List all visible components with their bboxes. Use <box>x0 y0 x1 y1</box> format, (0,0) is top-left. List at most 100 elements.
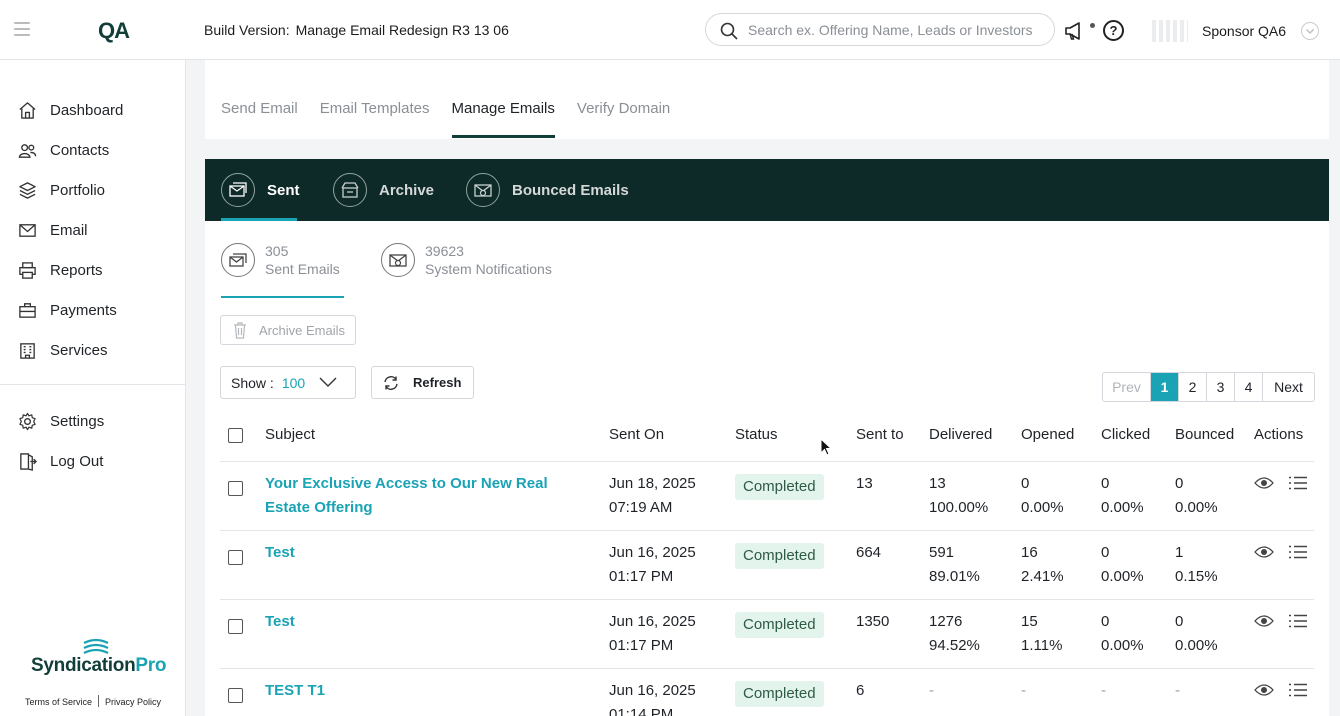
sidebar-item-settings[interactable]: Settings <box>0 401 186 441</box>
sidebar-item-label: Reports <box>50 261 103 279</box>
sent-on: Jun 16, 2025 01:17 PM <box>609 610 696 658</box>
details-list-icon[interactable] <box>1288 683 1308 697</box>
subtab-bounced-emails[interactable]: Bounced Emails <box>466 173 629 207</box>
column-header-bounced[interactable]: Bounced <box>1175 426 1235 443</box>
column-header-status[interactable]: Status <box>735 426 778 443</box>
refresh-button[interactable]: Refresh <box>371 366 474 399</box>
column-header-sent-on[interactable]: Sent On <box>609 426 665 443</box>
row-checkbox[interactable] <box>228 619 243 634</box>
search-input[interactable] <box>748 20 1043 40</box>
tab-send-email[interactable]: Send Email <box>221 100 298 117</box>
bounced-count: - <box>1175 682 1180 699</box>
building-icon <box>20 342 35 359</box>
select-all-checkbox[interactable] <box>228 428 243 443</box>
opened-percent: 1.11% <box>1021 637 1063 654</box>
delivered-count: 1276 <box>929 613 963 630</box>
tab-verify-domain[interactable]: Verify Domain <box>576 100 671 117</box>
build-version-label: Build Version: <box>204 22 290 38</box>
view-eye-icon[interactable] <box>1254 614 1274 628</box>
avatar[interactable] <box>1152 20 1188 42</box>
sidebar-item-portfolio[interactable]: Portfolio <box>0 170 186 210</box>
next-page-button[interactable]: Next <box>1262 373 1314 401</box>
row-checkbox[interactable] <box>228 688 243 703</box>
bounced-count: 0 <box>1175 613 1184 630</box>
email-subject-link[interactable]: Test <box>265 613 295 630</box>
sidebar-item-reports[interactable]: Reports <box>0 250 186 290</box>
subtab-label: Sent <box>267 181 300 199</box>
details-list-icon[interactable] <box>1288 545 1308 559</box>
help-icon[interactable]: ? <box>1103 20 1124 41</box>
column-header-clicked[interactable]: Clicked <box>1101 426 1151 443</box>
page-button-4[interactable]: 4 <box>1234 373 1262 401</box>
clicked-percent: 0.00% <box>1101 499 1144 516</box>
stat-sent-emails[interactable]: 305 Sent Emails <box>221 242 340 278</box>
sidebar-item-logout[interactable]: Log Out <box>0 441 186 481</box>
row-checkbox[interactable] <box>228 481 243 496</box>
top-bar: QA Build Version: Manage Email Redesign R… <box>0 0 1340 60</box>
stat-system-notifications[interactable]: 39623 System Notifications <box>381 242 552 278</box>
user-menu-chevron-icon[interactable] <box>1301 22 1319 40</box>
view-eye-icon[interactable] <box>1254 476 1274 490</box>
sent-date: Jun 16, 2025 <box>609 544 696 561</box>
tab-email-templates[interactable]: Email Templates <box>319 100 430 117</box>
build-version-value: Manage Email Redesign R3 13 06 <box>295 22 509 38</box>
gear-icon <box>19 412 36 430</box>
opened-percent: 2.41% <box>1021 568 1064 585</box>
sidebar-item-payments[interactable]: Payments <box>0 290 186 330</box>
sent-time: 07:19 AM <box>609 499 673 516</box>
sidebar-item-label: Dashboard <box>50 101 124 119</box>
email-tabs-panel <box>205 60 1329 139</box>
page-button-1[interactable]: 1 <box>1150 373 1178 401</box>
page-button-2[interactable]: 2 <box>1178 373 1206 401</box>
clicked-cell: 0 0.00% <box>1101 610 1144 658</box>
sidebar-item-services[interactable]: Services <box>0 330 186 370</box>
contacts-icon <box>18 143 37 158</box>
subtab-archive[interactable]: Archive <box>333 173 434 207</box>
app-logo[interactable]: QA <box>98 18 130 43</box>
sidebar-item-dashboard[interactable]: Dashboard <box>0 90 186 130</box>
page-size-select[interactable]: Show : 100 <box>220 366 356 399</box>
email-subject-link[interactable]: TEST T1 <box>265 682 326 699</box>
legal-links: Terms of Service Privacy Policy <box>25 695 161 707</box>
email-tabs: Send Email Email Templates Manage Emails… <box>221 100 692 138</box>
terms-link[interactable]: Terms of Service <box>25 697 93 707</box>
sidebar-item-contacts[interactable]: Contacts <box>0 130 186 170</box>
view-eye-icon[interactable] <box>1254 683 1274 697</box>
delivered-count: 591 <box>929 544 955 561</box>
column-header-opened[interactable]: Opened <box>1021 426 1075 443</box>
delivered-cell: 13 100.00% <box>929 472 988 520</box>
trash-icon <box>234 321 246 339</box>
system-notifications-count: 39623 <box>425 243 464 259</box>
sub-tabs-bar: Sent Archive Bounced Emails <box>205 159 1329 221</box>
delivered-percent: 89.01% <box>929 568 980 585</box>
prev-page-button[interactable]: Prev <box>1112 379 1141 395</box>
clicked-percent: 0.00% <box>1101 568 1144 585</box>
column-header-delivered[interactable]: Delivered <box>929 426 993 443</box>
view-eye-icon[interactable] <box>1254 545 1274 559</box>
system-notifications-label: System Notifications <box>425 261 552 277</box>
sidebar-nav: Dashboard Contacts Portfolio Email Repor… <box>0 90 186 370</box>
column-header-sent-to[interactable]: Sent to <box>856 426 904 443</box>
details-list-icon[interactable] <box>1288 476 1308 490</box>
pagination: Prev 1 2 3 4 Next <box>1102 372 1315 402</box>
row-checkbox[interactable] <box>228 550 243 565</box>
subtab-sent[interactable]: Sent <box>221 173 300 207</box>
tab-manage-emails[interactable]: Manage Emails <box>451 100 556 138</box>
sidebar-item-email[interactable]: Email <box>0 210 186 250</box>
global-search[interactable] <box>705 13 1055 46</box>
sidebar-item-label: Settings <box>50 412 105 430</box>
archive-emails-button[interactable]: Archive Emails <box>220 315 356 345</box>
page-button-3[interactable]: 3 <box>1206 373 1234 401</box>
opened-cell: 15 1.11% <box>1021 610 1062 658</box>
hamburger-menu-icon[interactable] <box>14 22 30 36</box>
user-name[interactable]: Sponsor QA6 <box>1202 23 1287 39</box>
sent-date: Jun 16, 2025 <box>609 613 696 630</box>
privacy-link[interactable]: Privacy Policy <box>105 697 162 707</box>
details-list-icon[interactable] <box>1288 614 1308 628</box>
column-header-subject[interactable]: Subject <box>265 426 316 443</box>
sent-mail-icon <box>221 173 255 207</box>
email-subject-link[interactable]: Test <box>265 544 295 561</box>
megaphone-icon[interactable] <box>1064 20 1086 42</box>
email-subject-link[interactable]: Your Exclusive Access to Our New Real Es… <box>265 475 548 516</box>
refresh-label: Refresh <box>413 375 462 390</box>
